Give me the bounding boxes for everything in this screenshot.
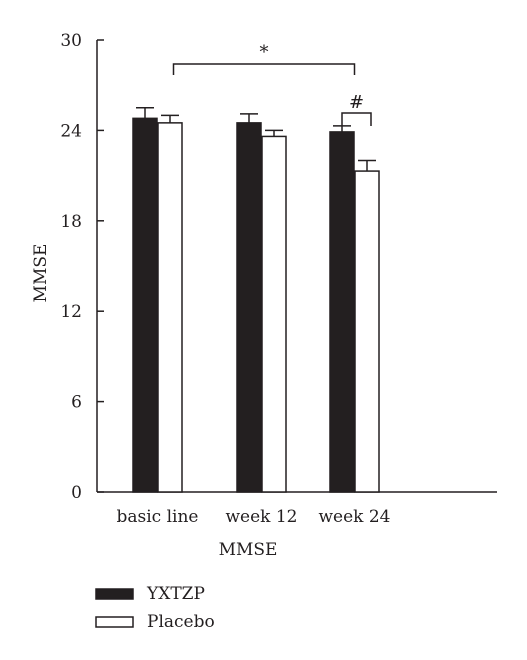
x-tick-label: week 24 bbox=[318, 507, 390, 527]
y-tick-label: 30 bbox=[60, 31, 82, 51]
significance-annotations: *# bbox=[172, 42, 372, 126]
bar-placebo bbox=[157, 122, 183, 493]
y-axis-title: MMSE bbox=[31, 244, 51, 303]
y-tick-label: 18 bbox=[60, 212, 82, 232]
error-bars bbox=[136, 107, 376, 172]
bar-placebo bbox=[261, 135, 287, 493]
hash-bracket bbox=[341, 112, 372, 126]
y-tick-label: 24 bbox=[60, 121, 82, 141]
legend-swatch-placebo bbox=[95, 616, 134, 628]
bars bbox=[132, 117, 380, 493]
significance-hash: # bbox=[349, 92, 364, 113]
bar-yxtzp bbox=[132, 117, 158, 493]
bar-placebo bbox=[354, 170, 380, 493]
x-axis-title: MMSE bbox=[219, 540, 278, 560]
y-tick-label: 0 bbox=[71, 483, 82, 503]
legend-label-placebo: Placebo bbox=[147, 612, 215, 632]
y-tick-label: 6 bbox=[71, 393, 82, 413]
x-tick-label: basic line bbox=[117, 507, 199, 527]
legend-label-yxtzp: YXTZP bbox=[146, 584, 205, 604]
bar-yxtzp bbox=[236, 122, 262, 493]
bar-yxtzp bbox=[329, 131, 355, 493]
legend: YXTZP Placebo bbox=[95, 584, 215, 632]
y-tick-label: 12 bbox=[60, 302, 82, 322]
legend-swatch-yxtzp bbox=[95, 588, 134, 600]
significance-bracket bbox=[172, 63, 356, 75]
significance-star: * bbox=[260, 42, 269, 63]
axes: 0 6 12 18 24 30 basic line week 12 week 24 bbox=[60, 31, 497, 527]
x-tick-label: week 12 bbox=[225, 507, 297, 527]
